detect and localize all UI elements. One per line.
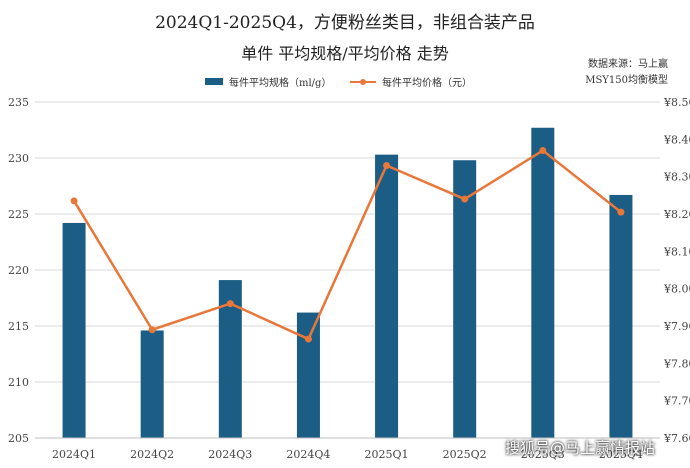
y-left-tick-label: 210: [8, 376, 29, 389]
y-right-tick-label: ¥8.10: [663, 245, 690, 258]
x-tick-label: 2024Q4: [286, 448, 330, 461]
bar: [453, 160, 477, 439]
data-source: 数据来源：马上赢: [588, 59, 668, 70]
legend-label-size: 每件平均规格（ml/g）: [229, 78, 332, 89]
price-point: [304, 335, 312, 343]
legend-line-swatch: [350, 77, 376, 87]
chart-title: 2024Q1-2025Q4，方便粉丝类目，非组合装产品: [155, 13, 535, 33]
x-tick-label: 2024Q2: [130, 448, 174, 461]
y-left-tick-label: 230: [8, 152, 29, 165]
y-left-tick-label: 215: [8, 320, 29, 333]
x-tick-label: 2025Q1: [365, 448, 409, 461]
y-right-tick-label: ¥7.80: [663, 357, 690, 370]
price-point: [539, 147, 547, 155]
y-left-tick-label: 235: [8, 96, 29, 109]
y-right-tick-label: ¥8.00: [663, 283, 690, 296]
price-point: [461, 195, 469, 203]
bar: [609, 194, 633, 438]
legend-label-price: 每件平均价格（元）: [382, 78, 472, 89]
price-point: [383, 161, 391, 169]
x-tick-label: 2024Q1: [52, 448, 96, 461]
y-right-tick-label: ¥8.40: [663, 133, 690, 146]
y-left-tick-label: 220: [8, 264, 29, 277]
price-line: [72, 149, 622, 341]
legend-item-price: 每件平均价格（元）: [350, 74, 472, 89]
bar: [375, 154, 399, 438]
x-tick-label: 2025Q2: [443, 448, 487, 461]
y-right-tick-label: ¥8.50: [663, 96, 690, 109]
bar: [218, 280, 242, 438]
y-left-tick-label: 205: [8, 432, 29, 445]
price-point: [226, 300, 234, 308]
price-point: [70, 197, 78, 205]
bar: [62, 222, 86, 438]
price-point: [148, 326, 156, 334]
y-left-tick-label: 225: [8, 208, 29, 221]
y-right-tick-label: ¥7.90: [663, 320, 690, 333]
x-tick-label: 2024Q3: [208, 448, 252, 461]
legend-bar-swatch: [205, 78, 223, 85]
chart-subtitle: 单件 平均规格/平均价格 走势: [241, 44, 449, 63]
bar: [531, 127, 555, 438]
watermark: 搜狐号@马上赢情报站: [505, 439, 656, 457]
bar: [296, 312, 320, 438]
y-right-tick-label: ¥8.30: [663, 171, 690, 184]
model-note: MSY150均衡模型: [585, 75, 668, 86]
y-right-tick-label: ¥8.20: [663, 208, 690, 221]
x-tick-label: 2025Q4: [599, 448, 643, 461]
x-tick-label: 2025Q3: [521, 448, 565, 461]
legend-item-size: 每件平均规格（ml/g）: [205, 74, 331, 89]
bar: [140, 330, 164, 438]
y-right-tick-label: ¥7.60: [663, 432, 690, 445]
y-right-tick-label: ¥7.70: [663, 395, 690, 408]
price-point: [617, 208, 625, 216]
